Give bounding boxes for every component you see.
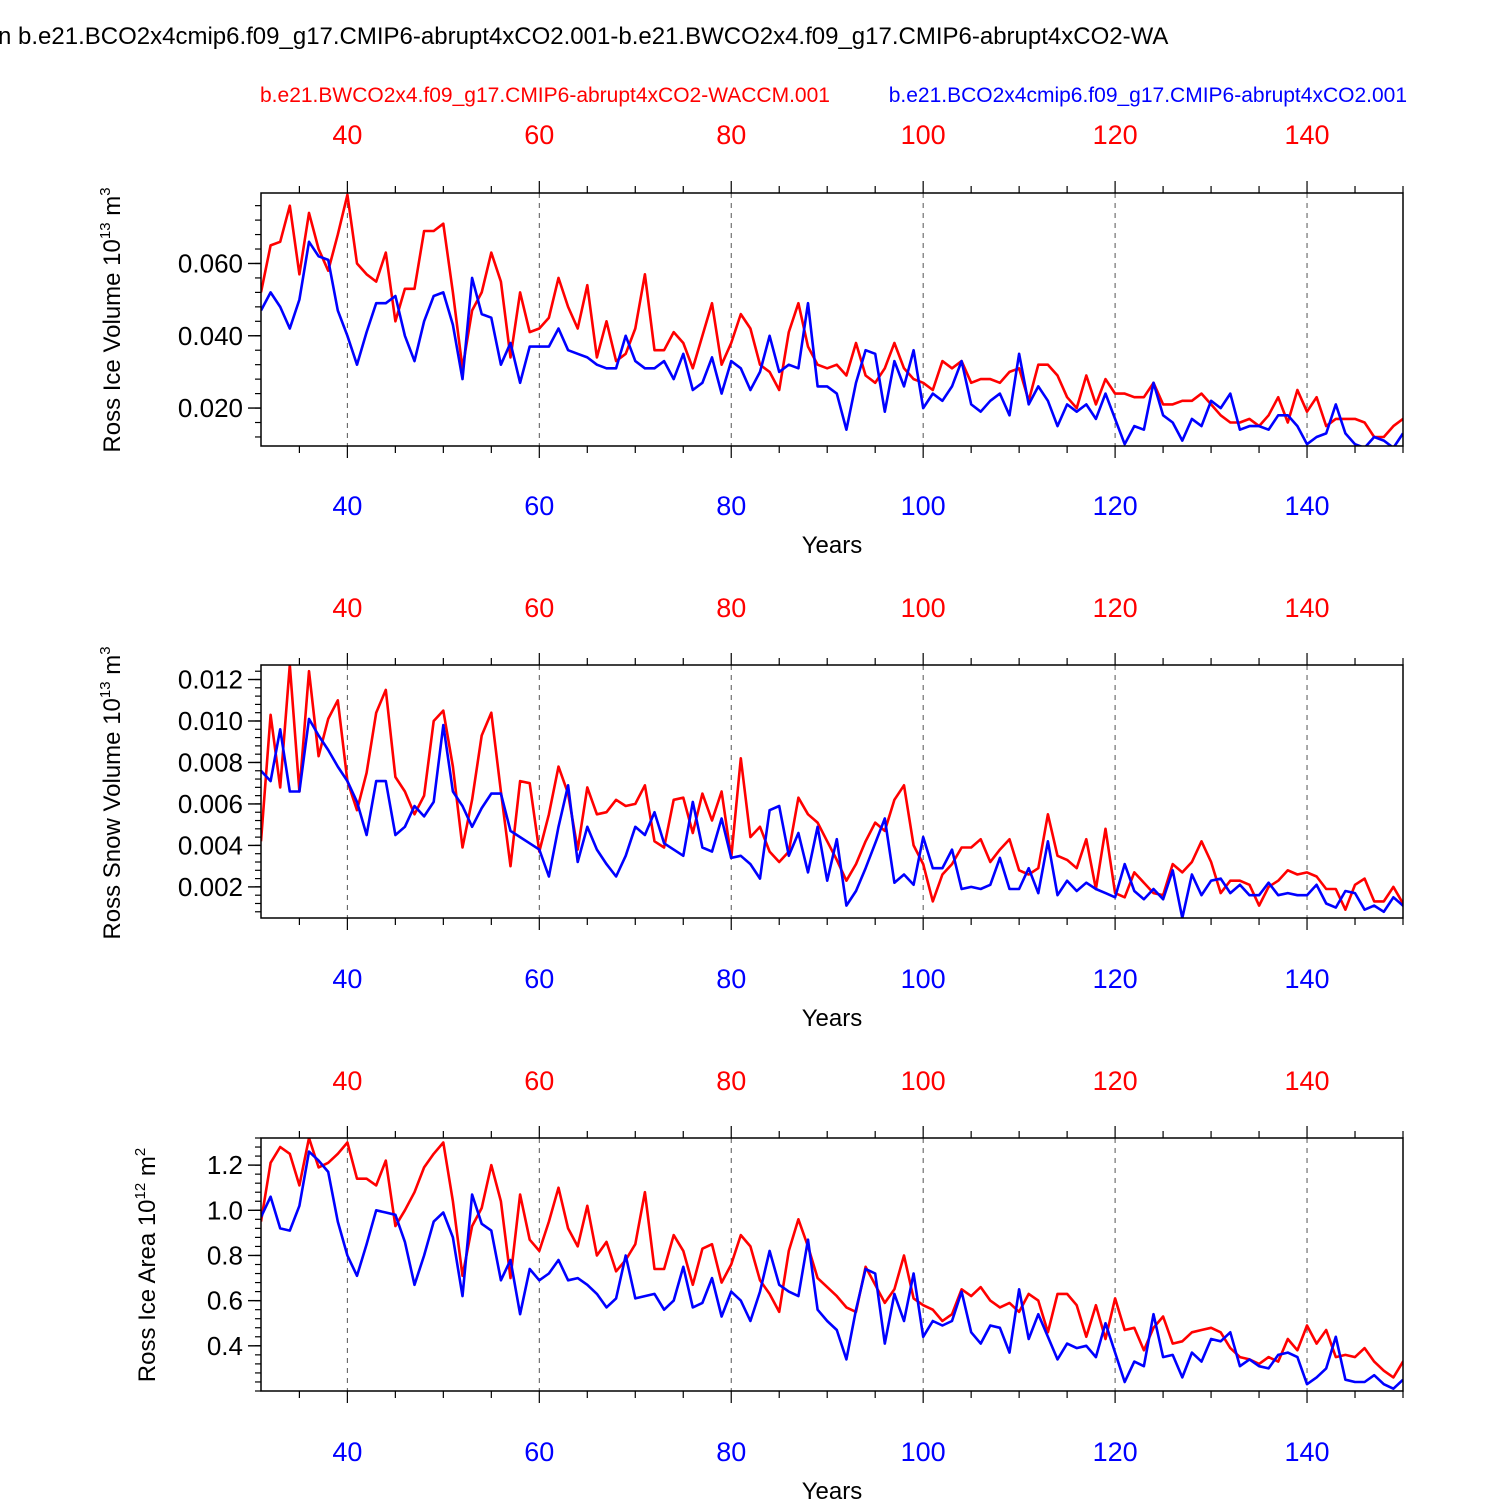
y-tick-label-0.4: 0.4: [207, 1331, 243, 1361]
x-tick-label-bottom-120: 120: [1093, 964, 1138, 994]
x-tick-label-top-140: 140: [1285, 1066, 1330, 1096]
x-tick-label-top-100: 100: [901, 1066, 946, 1096]
legend-blue-label: b.e21.BCO2x4cmip6.f09_g17.CMIP6-abrupt4x…: [889, 84, 1407, 107]
plot-frame: [260, 1137, 1404, 1392]
x-tick-label-top-40: 40: [332, 120, 362, 150]
x-tick-label-bottom-120: 120: [1093, 491, 1138, 521]
plot-frame: [260, 192, 1404, 447]
y-tick-label-0.8: 0.8: [207, 1240, 243, 1270]
x-tick-label-bottom-60: 60: [524, 964, 554, 994]
y-tick-label-0.002: 0.002: [178, 872, 243, 902]
x-tick-label-top-140: 140: [1285, 593, 1330, 623]
x-tick-label-bottom-80: 80: [716, 491, 746, 521]
x-tick-label-top-120: 120: [1093, 120, 1138, 150]
x-axis-label: Years: [802, 1478, 863, 1500]
y-axis-label: Ross Ice Area 1012 m2: [132, 1148, 161, 1382]
x-tick-label-bottom-140: 140: [1285, 491, 1330, 521]
x-tick-label-top-120: 120: [1093, 593, 1138, 623]
y-tick-label-1.0: 1.0: [207, 1195, 243, 1225]
x-tick-label-top-60: 60: [524, 1066, 554, 1096]
y-tick-label-0.020: 0.020: [178, 393, 243, 423]
series-line-red: [261, 1138, 1403, 1379]
x-tick-label-bottom-100: 100: [901, 964, 946, 994]
y-tick-label-0.008: 0.008: [178, 747, 243, 777]
series-line-blue: [261, 717, 1403, 918]
y-tick-label-0.010: 0.010: [178, 706, 243, 736]
x-axis-label: Years: [802, 532, 863, 559]
x-tick-label-top-100: 100: [901, 120, 946, 150]
y-tick-label-0.006: 0.006: [178, 789, 243, 819]
x-tick-label-bottom-40: 40: [332, 964, 362, 994]
chart-panel-2: 0.002 0.004 0.006 0.008 0.010 0.012 40 40 60 60 80…: [97, 593, 1404, 1032]
series-line-blue: [261, 240, 1403, 446]
x-tick-label-top-120: 120: [1093, 1066, 1138, 1096]
x-tick-label-top-60: 60: [524, 120, 554, 150]
y-axis-label: Ross Ice Volume 1013 m3: [97, 187, 126, 452]
y-tick-label-0.040: 0.040: [178, 321, 243, 351]
chart-panel-3: 0.4 0.6 0.8 1.0 1.2 40 40 60 60 80 80 100 100 120 120 1…: [132, 1066, 1404, 1500]
y-axis-label: Ross Snow Volume 1013 m3: [97, 646, 126, 939]
x-tick-label-top-80: 80: [716, 593, 746, 623]
x-tick-label-bottom-140: 140: [1285, 1437, 1330, 1467]
x-tick-label-top-80: 80: [716, 120, 746, 150]
figure-title: n b.e21.BCO2x4cmip6.f09_g17.CMIP6-abrupt…: [0, 23, 1168, 50]
chart-panel-1: 0.020 0.040 0.060 40 40 60 60 80 80 100 100 120 120 1…: [97, 120, 1404, 559]
x-tick-label-bottom-40: 40: [332, 491, 362, 521]
x-tick-label-top-40: 40: [332, 1066, 362, 1096]
x-tick-label-top-60: 60: [524, 593, 554, 623]
y-tick-label-0.012: 0.012: [178, 665, 243, 695]
y-tick-label-0.060: 0.060: [178, 248, 243, 278]
x-tick-label-bottom-40: 40: [332, 1437, 362, 1467]
x-tick-label-top-40: 40: [332, 593, 362, 623]
x-tick-label-bottom-100: 100: [901, 1437, 946, 1467]
y-tick-label-0.004: 0.004: [178, 830, 243, 860]
y-tick-label-1.2: 1.2: [207, 1150, 243, 1180]
series-line-blue: [261, 1150, 1403, 1390]
x-tick-label-bottom-140: 140: [1285, 964, 1330, 994]
x-tick-label-bottom-60: 60: [524, 1437, 554, 1467]
x-tick-label-bottom-120: 120: [1093, 1437, 1138, 1467]
x-tick-label-bottom-80: 80: [716, 1437, 746, 1467]
x-tick-label-top-100: 100: [901, 593, 946, 623]
series-line-red: [261, 665, 1403, 912]
x-tick-label-top-140: 140: [1285, 120, 1330, 150]
x-tick-label-bottom-80: 80: [716, 964, 746, 994]
legend-red-label: b.e21.BWCO2x4.f09_g17.CMIP6-abrupt4xCO2-…: [260, 84, 830, 107]
x-axis-label: Years: [802, 1005, 863, 1032]
series-line-red: [261, 193, 1403, 439]
x-tick-label-bottom-60: 60: [524, 491, 554, 521]
y-tick-label-0.6: 0.6: [207, 1286, 243, 1316]
x-tick-label-bottom-100: 100: [901, 491, 946, 521]
plot-frame: [260, 664, 1404, 919]
x-tick-label-top-80: 80: [716, 1066, 746, 1096]
